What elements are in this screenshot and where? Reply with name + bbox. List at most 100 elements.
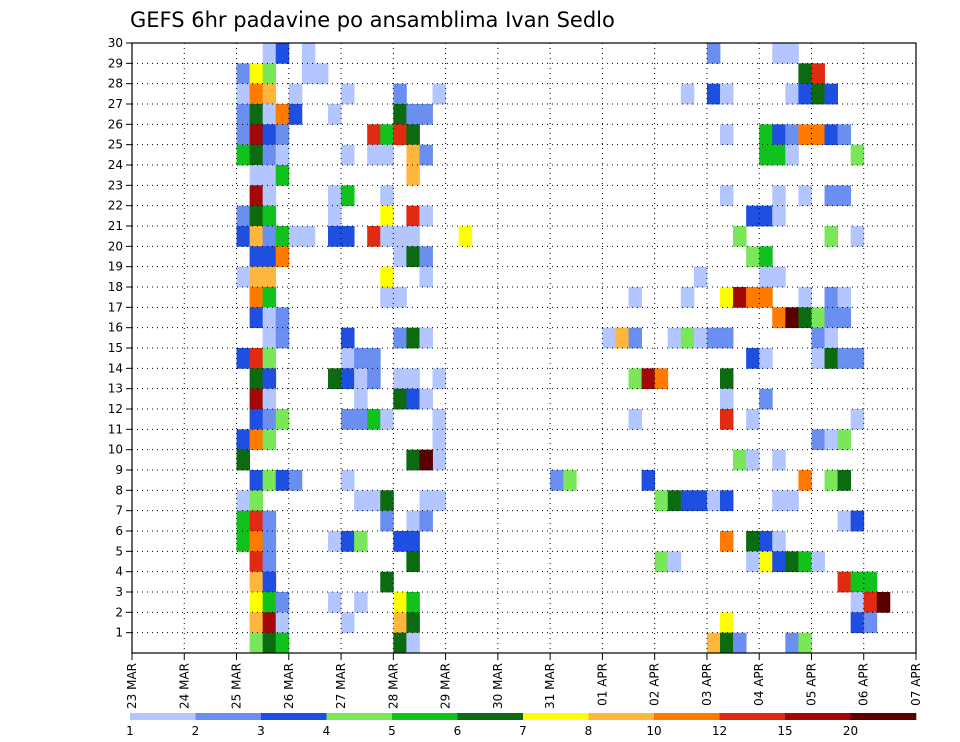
- heatmap-cell: [837, 124, 852, 146]
- heatmap-cell: [759, 144, 773, 166]
- heatmap-cell: [262, 104, 277, 125]
- heatmap-cell: [419, 205, 433, 227]
- heatmap-cell: [328, 104, 342, 125]
- heatmap-cell: [432, 409, 446, 430]
- heatmap-cell: [759, 266, 773, 288]
- heatmap-cell: [693, 327, 708, 349]
- heatmap-cell: [262, 612, 277, 634]
- heatmap-cell: [380, 144, 394, 166]
- x-tick-label: 27 MAR: [334, 663, 348, 709]
- heatmap-cell: [301, 226, 316, 247]
- heatmap-cell: [720, 531, 734, 552]
- heatmap-cell: [563, 470, 577, 491]
- heatmap-cell: [367, 226, 381, 247]
- colorbar-swatch: [523, 713, 589, 720]
- y-tick-label: 14: [108, 361, 123, 375]
- heatmap-cell: [328, 592, 342, 613]
- heatmap-cell: [720, 388, 734, 410]
- heatmap-cell: [249, 490, 264, 512]
- heatmap-cell: [275, 612, 290, 634]
- heatmap-cell: [301, 43, 316, 64]
- y-tick-label: 15: [108, 341, 123, 355]
- y-tick-label: 8: [115, 483, 123, 497]
- heatmap-cell: [393, 226, 407, 247]
- heatmap-cell: [628, 409, 642, 430]
- heatmap-cell: [837, 429, 852, 451]
- heatmap-cell: [759, 551, 773, 573]
- y-tick-label: 20: [108, 239, 123, 253]
- heatmap-cell: [236, 63, 250, 85]
- heatmap-cell: [759, 348, 773, 369]
- heatmap-cell: [262, 632, 277, 654]
- heatmap-cell: [393, 246, 407, 268]
- heatmap-cell: [249, 205, 264, 227]
- heatmap-cell: [419, 510, 433, 532]
- heatmap-cell: [249, 409, 264, 430]
- heatmap-cell: [380, 571, 394, 593]
- heatmap-cell: [746, 551, 760, 573]
- heatmap-cell: [824, 287, 838, 308]
- y-tick-label: 4: [115, 565, 123, 579]
- heatmap-cell: [249, 124, 264, 146]
- heatmap-cell: [746, 449, 760, 471]
- colorbar-label: 4: [323, 724, 331, 738]
- heatmap-cells: [236, 43, 891, 654]
- heatmap-cell: [772, 266, 786, 288]
- heatmap-cell: [380, 205, 394, 227]
- heatmap-cell: [249, 226, 264, 247]
- heatmap-cell: [746, 409, 760, 430]
- heatmap-cell: [720, 409, 734, 430]
- heatmap-cell: [367, 124, 381, 146]
- x-tick-label: 03 APR: [700, 663, 714, 706]
- heatmap-cell: [236, 266, 250, 288]
- heatmap-cell: [380, 510, 394, 532]
- heatmap-cell: [772, 43, 786, 64]
- heatmap-cell: [837, 571, 852, 593]
- heatmap-cell: [354, 388, 368, 410]
- colorbar-swatch: [850, 713, 917, 720]
- heatmap-cell: [419, 266, 433, 288]
- heatmap-cell: [249, 368, 264, 390]
- colorbar-swatch: [654, 713, 720, 720]
- heatmap-cell: [720, 124, 734, 146]
- heatmap-cell: [275, 43, 290, 64]
- heatmap-cell: [759, 246, 773, 268]
- heatmap-cell: [236, 531, 250, 552]
- heatmap-cell: [863, 592, 878, 613]
- y-tick-label: 6: [115, 524, 123, 538]
- heatmap-cell: [785, 124, 799, 146]
- y-tick-label: 10: [108, 443, 123, 457]
- x-tick-label: 01 APR: [595, 663, 609, 706]
- heatmap-cell: [249, 632, 264, 654]
- y-tick-label: 2: [115, 605, 123, 619]
- colorbar: 1 2 3 4 5 6 7 8 10 12 15 20: [126, 713, 917, 738]
- heatmap-cell: [380, 287, 394, 308]
- heatmap-cell: [275, 592, 290, 613]
- heatmap-cell: [693, 490, 708, 512]
- heatmap-cell: [249, 429, 264, 451]
- heatmap-cell: [262, 592, 277, 613]
- colorbar-label: 3: [257, 724, 265, 738]
- heatmap-cell: [419, 327, 433, 349]
- heatmap-cell: [249, 470, 264, 491]
- heatmap-cell: [249, 388, 264, 410]
- heatmap-cell: [615, 327, 629, 349]
- heatmap-cell: [249, 510, 264, 532]
- heatmap-cell: [772, 205, 786, 227]
- heatmap-cell: [341, 368, 355, 390]
- heatmap-cell: [798, 632, 812, 654]
- heatmap-cell: [249, 348, 264, 369]
- heatmap-cell: [720, 287, 734, 308]
- heatmap-cell: [393, 104, 407, 125]
- heatmap-cell: [275, 470, 290, 491]
- heatmap-cell: [798, 551, 812, 573]
- heatmap-cell: [380, 266, 394, 288]
- heatmap-cell: [380, 226, 394, 247]
- heatmap-cell: [354, 409, 368, 430]
- heatmap-cell: [850, 510, 865, 532]
- heatmap-cell: [419, 490, 433, 512]
- heatmap-cell: [419, 104, 433, 125]
- heatmap-cell: [249, 571, 264, 593]
- heatmap-cell: [811, 551, 825, 573]
- heatmap-cell: [406, 205, 420, 227]
